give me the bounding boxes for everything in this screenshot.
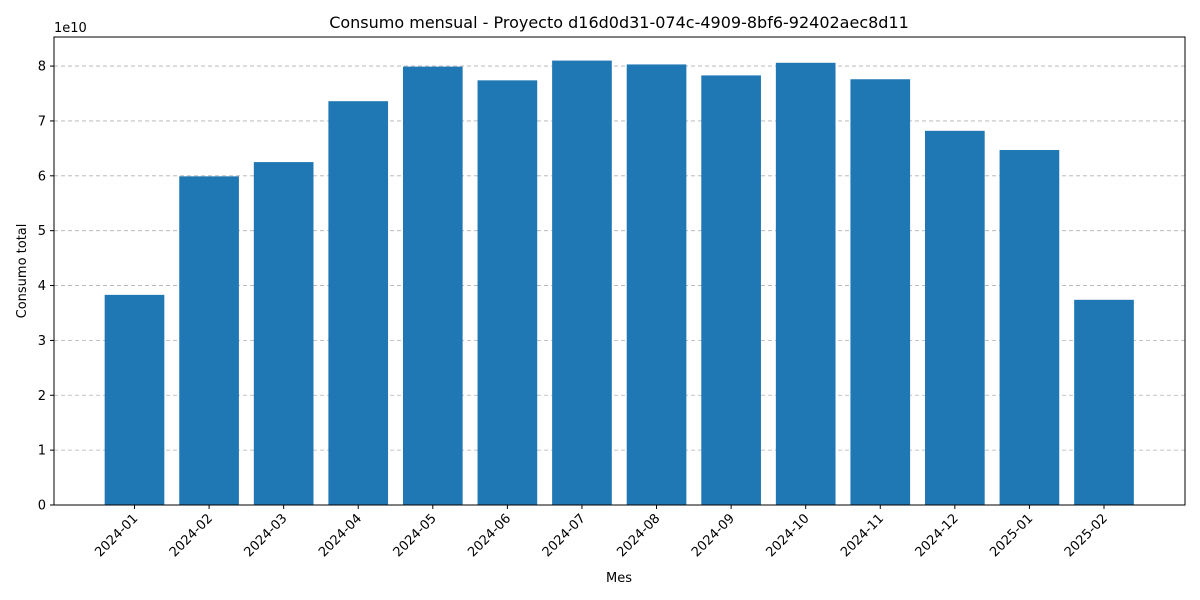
bar-2025-02 — [1074, 299, 1134, 505]
x-tick-label: 2024-01 — [92, 511, 141, 560]
bar-2024-03 — [253, 162, 314, 505]
x-tick-label: 2024-11 — [838, 511, 887, 560]
bar-2024-02 — [179, 176, 239, 506]
x-tick-label: 2024-06 — [465, 511, 514, 560]
bar-2024-09 — [701, 75, 761, 505]
y-tick-label: 6 — [38, 169, 46, 184]
y-axis-label: Consumo total — [15, 224, 30, 319]
chart-title: Consumo mensual - Proyecto d16d0d31-074c… — [329, 13, 909, 32]
bar-2025-01 — [999, 150, 1060, 505]
y-tick-label: 5 — [38, 224, 46, 239]
x-tick-label: 2024-12 — [913, 511, 962, 560]
x-tick-label: 2025-02 — [1062, 511, 1111, 560]
bar-2024-07 — [552, 60, 612, 505]
y-tick-label: 0 — [38, 499, 46, 514]
bar-2024-10 — [775, 62, 836, 506]
x-tick-label: 2024-10 — [763, 511, 812, 560]
y-tick-label: 1 — [38, 444, 46, 459]
x-axis-label: Mes — [606, 571, 632, 586]
bar-2024-05 — [402, 66, 463, 505]
y-axis-offset-label: 1e10 — [54, 21, 87, 36]
x-tick-label: 2024-04 — [316, 511, 365, 560]
y-tick-label: 3 — [38, 334, 46, 349]
x-tick-label: 2024-03 — [241, 511, 290, 560]
bar-2024-08 — [626, 64, 687, 506]
bar-2024-06 — [477, 80, 538, 505]
x-tick-label: 2024-08 — [614, 511, 663, 560]
y-tick-label: 4 — [38, 279, 46, 294]
bar-2024-04 — [328, 101, 389, 505]
x-tick-label: 2025-01 — [987, 511, 1036, 560]
y-axis-ticks: 0 1 2 3 4 5 6 7 8 — [38, 60, 54, 514]
x-tick-label: 2024-09 — [689, 511, 738, 560]
bar-2024-11 — [850, 79, 911, 506]
plot-frame — [53, 36, 1186, 506]
x-tick-label: 2024-02 — [167, 511, 216, 560]
bar-2024-12 — [925, 130, 985, 505]
y-tick-label: 8 — [38, 60, 46, 75]
x-tick-label: 2024-05 — [391, 511, 440, 560]
y-tick-label: 7 — [38, 114, 46, 129]
bar-2024-01 — [104, 294, 165, 505]
y-tick-label: 2 — [38, 389, 46, 404]
bars — [104, 60, 1134, 506]
x-tick-label: 2024-07 — [540, 511, 589, 560]
x-axis-ticks: 2024-01 2024-02 2024-03 2024-04 2024-05 2024-… — [92, 505, 1111, 560]
